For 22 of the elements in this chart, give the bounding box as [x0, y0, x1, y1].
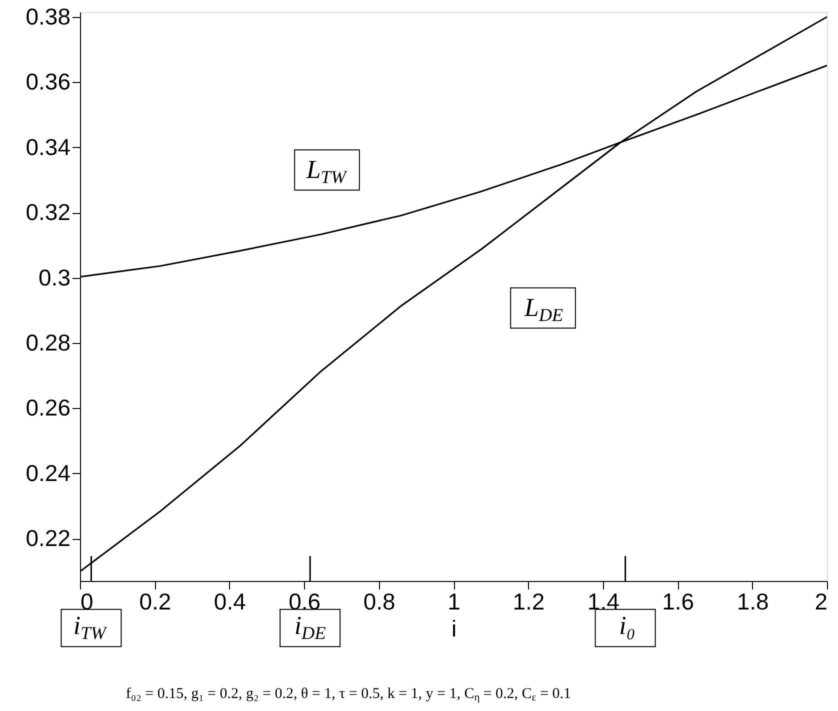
y-tick-label: 0.22: [26, 525, 70, 552]
x-tick-label: 2: [814, 588, 828, 614]
y-tick-label: 0.26: [26, 394, 70, 421]
x-tick-label: 0.4: [214, 588, 246, 614]
x-axis-title: i: [451, 616, 457, 642]
y-tick-label: 0.34: [26, 134, 71, 160]
x-tick-label: 0.8: [363, 588, 396, 614]
ref-line-label: i₀: [619, 611, 636, 640]
x-tick-label: 1: [448, 588, 460, 614]
x-tick-label: 1.8: [736, 588, 769, 614]
x-tick-label: 1.6: [662, 588, 694, 614]
y-tick-label: 0.32: [26, 199, 70, 226]
y-tick-label: 0.36: [26, 68, 70, 95]
x-tick-label: 0.2: [139, 588, 172, 614]
x-tick-label: 1.4: [587, 588, 620, 614]
y-tick-label: 0.24: [26, 460, 71, 486]
x-tick-label: 0.6: [288, 588, 321, 614]
x-tick-label: 1.2: [512, 588, 545, 614]
y-tick-label: 0.3: [38, 264, 70, 290]
y-tick-label: 0.38: [26, 3, 70, 30]
y-tick-label: 0.28: [26, 329, 70, 356]
x-tick-label: 0: [80, 588, 94, 614]
